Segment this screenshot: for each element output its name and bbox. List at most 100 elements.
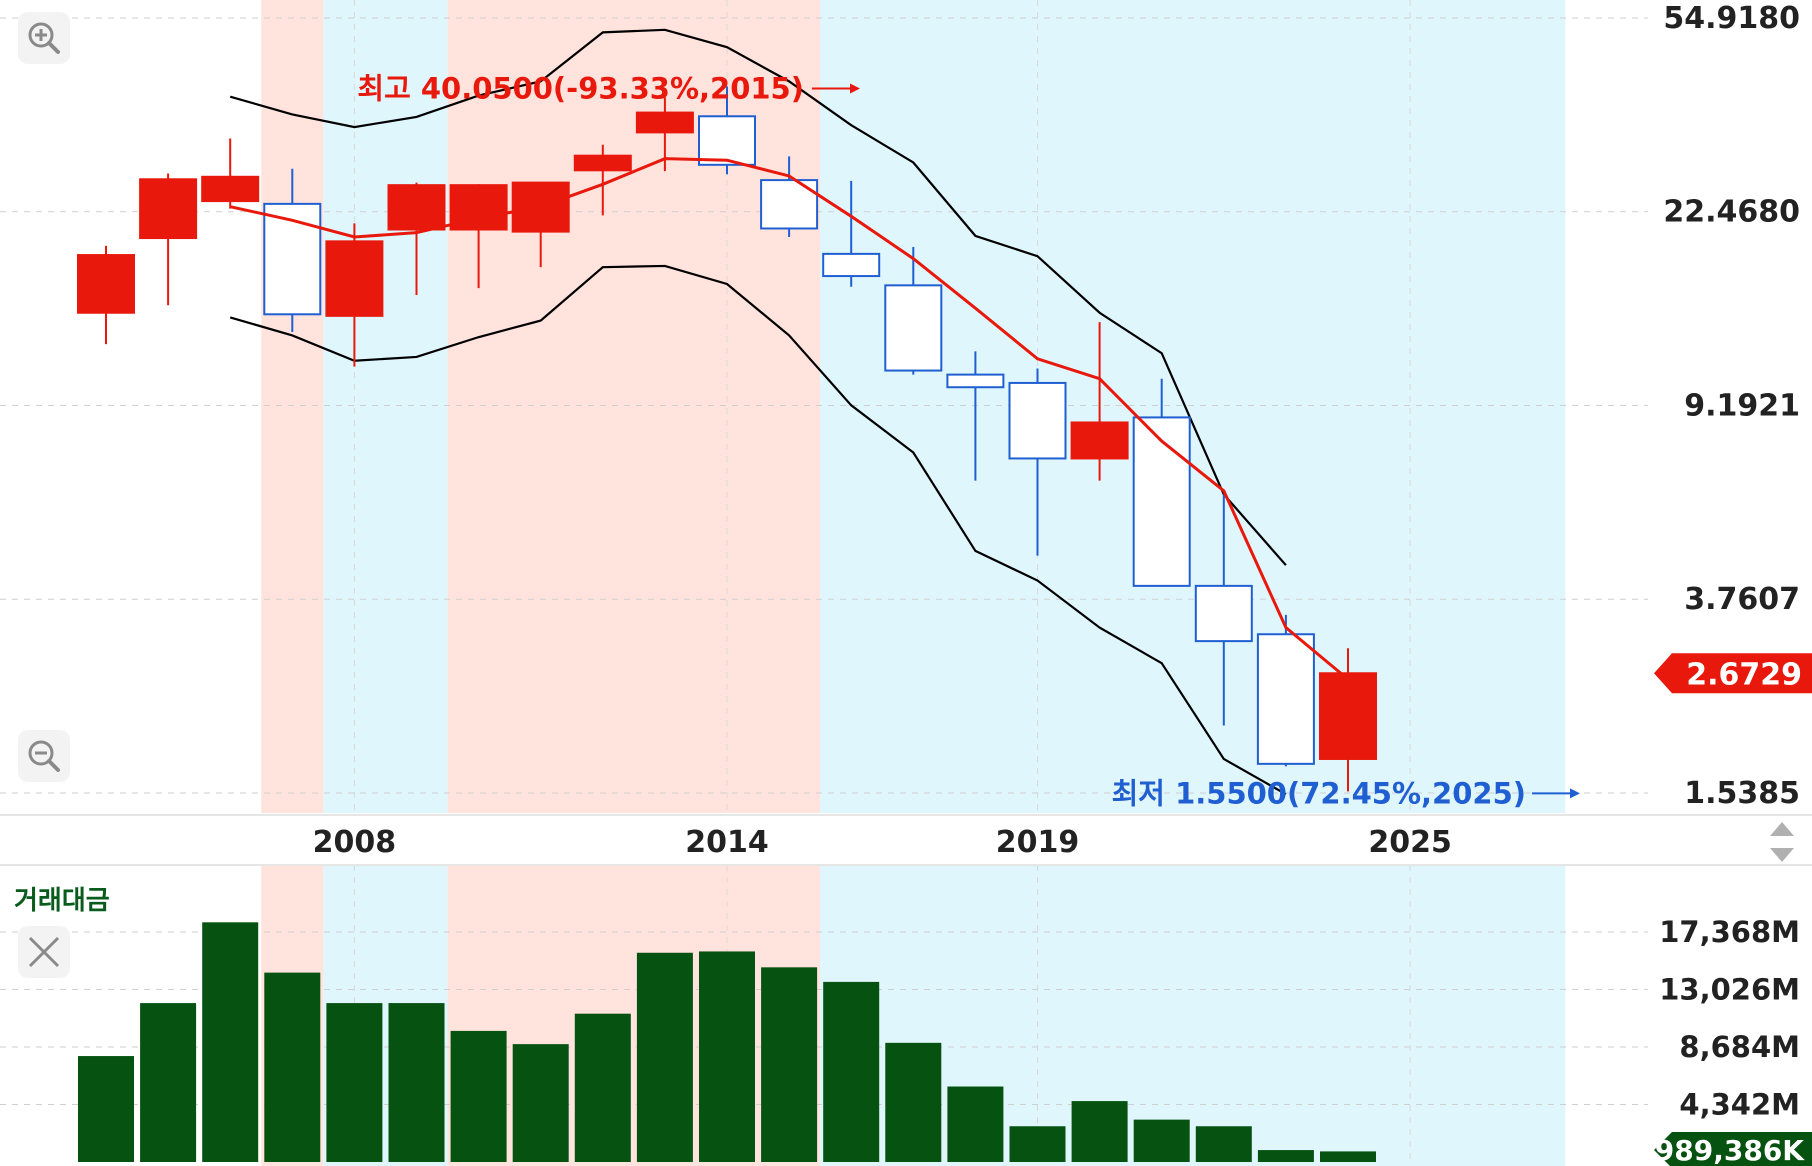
volume-bar-5 — [388, 1003, 445, 1162]
volume-tick-label-2: 8,684M — [1679, 1030, 1800, 1064]
current-volume-label: 989,386K — [1655, 1134, 1806, 1166]
volume-tick-label-3: 4,342M — [1679, 1088, 1800, 1122]
price-tick-label-4: 1.5385 — [1684, 776, 1800, 811]
candle-19 — [1256, 614, 1315, 767]
volume-bar-11 — [761, 967, 818, 1162]
volume-bar-6 — [450, 1030, 507, 1162]
scroll-arrows-icon — [1770, 822, 1794, 862]
volume-bar-17 — [1133, 1119, 1190, 1162]
candle-12 — [822, 180, 881, 287]
volume-bar-18 — [1195, 1126, 1252, 1162]
candle-body-20 — [1319, 672, 1377, 760]
candle-8 — [573, 144, 632, 216]
low-annotation-label: 최저 1.5500(72.45%,2025) — [1112, 776, 1526, 810]
candle-body-0 — [77, 254, 135, 314]
grid-lines — [0, 0, 1648, 1162]
price-tick-label-3: 3.7607 — [1684, 582, 1800, 617]
volume-tick-label-0: 17,368M — [1659, 915, 1800, 949]
volume-bar-0 — [78, 1056, 134, 1162]
bg-region-volume-3 — [820, 865, 1566, 1166]
candle-1 — [139, 173, 198, 306]
volume-bar-9 — [636, 952, 693, 1162]
zoom-out-button[interactable] — [18, 730, 70, 782]
candle-body-14 — [946, 373, 1005, 389]
candle-body-10 — [698, 115, 756, 166]
candle-body-1 — [139, 178, 198, 240]
volume-bar-20 — [1320, 1151, 1376, 1162]
low-annotation-arrowhead — [1570, 788, 1580, 799]
close-icon — [28, 936, 60, 968]
volume-bar-19 — [1257, 1150, 1314, 1162]
volume-tick-label-1: 13,026M — [1659, 973, 1800, 1007]
moving-average-line — [229, 157, 1349, 681]
lower-band-line — [229, 264, 1287, 796]
candlesticks — [77, 86, 1377, 792]
zoom-in-button[interactable] — [18, 12, 70, 64]
bg-region-price-0 — [261, 0, 324, 813]
volume-panel-label: 거래대금 — [14, 886, 110, 916]
bg-region-price-1 — [323, 0, 448, 813]
candle-body-5 — [387, 184, 446, 231]
candle-body-15 — [1008, 381, 1067, 460]
zoom-out-icon — [28, 740, 60, 772]
candle-14 — [946, 351, 1005, 481]
candle-2 — [201, 138, 260, 209]
price-tick-label-0: 54.9180 — [1663, 1, 1800, 36]
candle-13 — [884, 246, 943, 375]
bollinger-bands — [229, 28, 1287, 796]
ma-line — [229, 157, 1349, 681]
candle-body-12 — [822, 252, 881, 278]
candle-body-19 — [1256, 633, 1315, 765]
volume-bar-16 — [1071, 1101, 1128, 1162]
candle-body-18 — [1194, 584, 1253, 643]
x-tick-label-1: 2014 — [685, 825, 769, 860]
candle-0 — [77, 245, 135, 345]
volume-bar-10 — [699, 951, 755, 1162]
candle-body-16 — [1070, 421, 1129, 460]
x-tick-label-3: 2025 — [1368, 825, 1452, 860]
candle-body-4 — [325, 240, 384, 317]
upper-band-line — [229, 28, 1287, 566]
bg-region-price-3 — [820, 0, 1566, 813]
volume-bar-13 — [885, 1042, 942, 1162]
candle-body-3 — [263, 202, 322, 316]
x-tick-label-0: 2008 — [313, 825, 397, 860]
current-price-tag — [1654, 653, 1812, 694]
background-regions — [261, 0, 1566, 1166]
volume-bar-4 — [326, 1003, 383, 1162]
high-annotation-label: 최고 40.0500(-93.33%,2015) — [357, 71, 804, 105]
volume-bar-3 — [264, 972, 321, 1162]
volume-bars — [78, 922, 1376, 1162]
volume-bar-14 — [947, 1086, 1004, 1162]
current-price-label: 2.6729 — [1686, 657, 1802, 692]
price-tick-label-1: 22.4680 — [1663, 195, 1800, 230]
candle-3 — [263, 168, 322, 333]
zoom-in-icon — [28, 22, 60, 54]
candle-body-17 — [1132, 416, 1191, 587]
annotations: 최고 40.0500(-93.33%,2015) 최저 1.5500(72.45%… — [357, 71, 1580, 810]
volume-bar-12 — [823, 981, 880, 1162]
candle-5 — [387, 182, 446, 296]
candle-body-8 — [573, 154, 632, 172]
candle-15 — [1008, 368, 1067, 556]
candle-17 — [1132, 378, 1191, 587]
bg-region-volume-2 — [447, 865, 821, 1166]
close-volume-button[interactable] — [18, 926, 70, 978]
x-tick-label-2: 2019 — [996, 825, 1080, 860]
candle-20 — [1319, 648, 1377, 792]
volume-bar-2 — [202, 922, 259, 1162]
candle-body-2 — [201, 175, 260, 203]
candle-body-13 — [884, 284, 943, 372]
high-annotation-arrowhead — [850, 83, 860, 94]
candle-16 — [1070, 322, 1129, 481]
volume-bar-8 — [574, 1013, 631, 1162]
current-volume-tag — [1654, 1132, 1812, 1166]
candle-body-9 — [635, 111, 694, 134]
candle-4 — [325, 223, 384, 367]
scroll-arrows-button[interactable] — [1762, 818, 1802, 866]
candle-18 — [1194, 494, 1253, 726]
volume-bar-7 — [512, 1044, 569, 1162]
bg-region-price-2 — [447, 0, 821, 813]
